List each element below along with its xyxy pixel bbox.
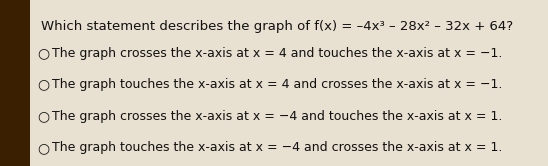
Text: ○: ○	[37, 141, 49, 155]
Text: Which statement describes the graph of f(x) = –4x³ – 28x² – 32x + 64?: Which statement describes the graph of f…	[41, 20, 513, 33]
Text: ○: ○	[37, 46, 49, 60]
Text: The graph crosses the x-axis at x = 4 and touches the x-axis at x = −1.: The graph crosses the x-axis at x = 4 an…	[52, 47, 503, 60]
Text: The graph crosses the x-axis at x = −4 and touches the x-axis at x = 1.: The graph crosses the x-axis at x = −4 a…	[52, 110, 503, 123]
Text: The graph touches the x-axis at x = 4 and crosses the x-axis at x = −1.: The graph touches the x-axis at x = 4 an…	[52, 78, 503, 91]
Text: ○: ○	[37, 109, 49, 123]
Text: The graph touches the x-axis at x = −4 and crosses the x-axis at x = 1.: The graph touches the x-axis at x = −4 a…	[52, 141, 503, 154]
FancyBboxPatch shape	[0, 0, 30, 166]
Text: ○: ○	[37, 78, 49, 92]
